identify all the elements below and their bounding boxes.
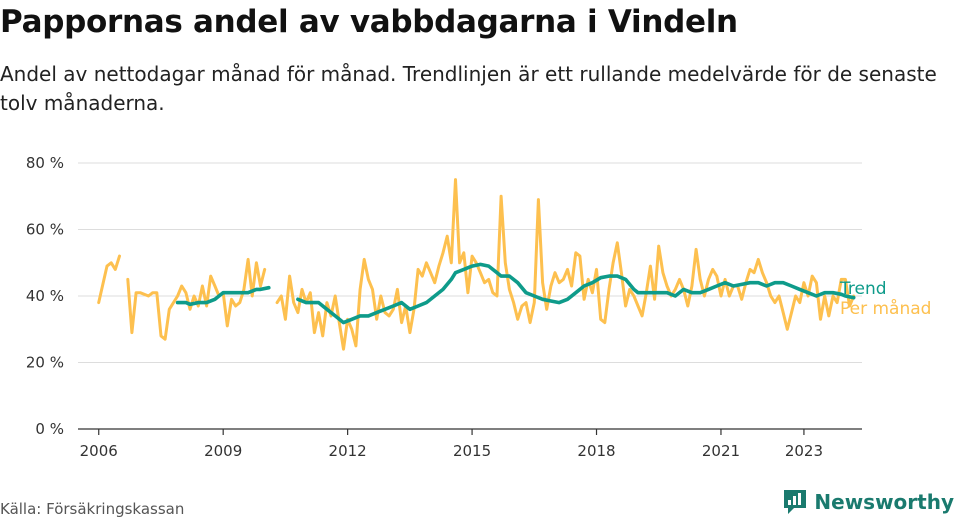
y-tick-label: 20 % [26,354,64,372]
x-tick-label: 2012 [329,442,367,460]
legend-label-per-manad: Per månad [840,298,931,319]
x-tick-label: 2015 [453,442,491,460]
y-tick-label: 0 % [35,420,64,438]
legend-label-trend: Trend [839,279,887,299]
brand-name: Newsworthy [814,490,954,514]
x-tick-label: 2018 [577,442,615,460]
x-axis-labels: 2006 2009 2012 2015 2018 2021 2023 [80,442,823,460]
newsworthy-logo-icon [784,490,807,514]
y-tick-label: 40 % [26,287,64,305]
x-tick-label: 2009 [204,442,242,460]
x-axis [78,428,862,435]
x-tick-label: 2021 [702,442,740,460]
series-line-trend [175,262,856,325]
x-tick-label: 2023 [785,442,823,460]
chart-subtitle: Andel av nettodagar månad för månad. Tre… [0,62,937,115]
source-note: Källa: Försäkringskassan [0,500,185,518]
series-lines [97,178,856,351]
chart-title: Pappornas andel av vabbdagarna i Vindeln [0,4,738,40]
x-tick-label: 2006 [80,442,118,460]
y-tick-label: 80 % [26,154,64,172]
y-tick-label: 60 % [26,221,64,239]
y-axis-labels: 0 % 20 % 40 % 60 % 80 % [26,154,64,438]
brand-logo[interactable]: Newsworthy [782,488,954,516]
